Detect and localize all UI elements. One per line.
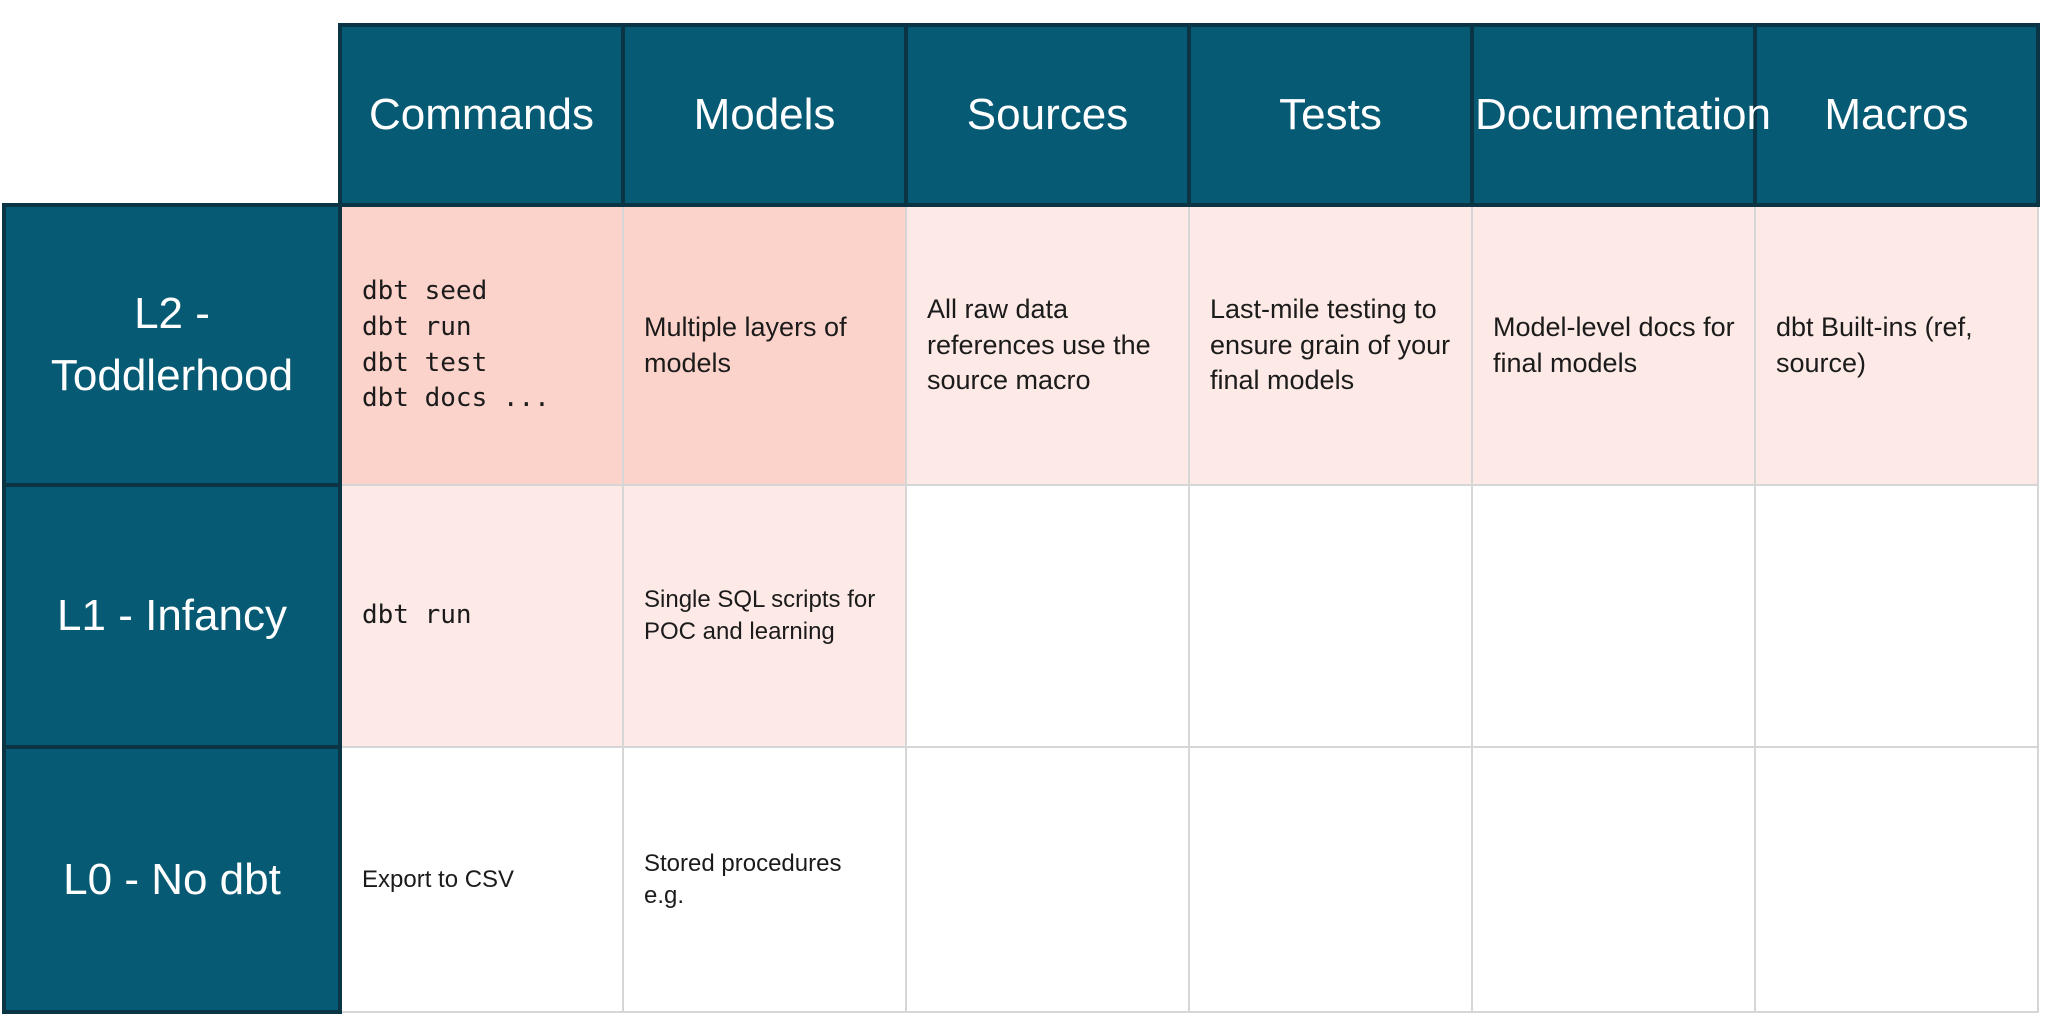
row-header-label: L0 - No dbt	[63, 854, 281, 904]
column-header-documentation: Documentation	[1470, 23, 1771, 207]
cell-text: Single SQL scripts for POC and learning	[644, 586, 876, 645]
row-header-l0: L0 - No dbt	[2, 745, 342, 1014]
column-header-label: Tests	[1279, 90, 1382, 140]
cell-l2-sources: All raw data references use the source m…	[905, 204, 1190, 486]
cell-l0-macros	[1754, 746, 2039, 1013]
maturity-table: Commands Models Sources Tests Documentat…	[2, 23, 2040, 1014]
cell-l0-models: Stored procedures e.g.	[622, 746, 907, 1013]
cell-l2-commands: dbt seed dbt run dbt test dbt docs ...	[339, 204, 624, 486]
cell-l2-tests: Last-mile testing to ensure grain of you…	[1188, 204, 1473, 486]
cell-text: dbt run	[362, 600, 472, 631]
column-header-sources: Sources	[904, 23, 1191, 207]
cell-l0-documentation	[1471, 746, 1756, 1013]
row-header-l2: L2 - Toddlerhood	[2, 203, 342, 487]
cell-l0-commands: Export to CSV	[339, 746, 624, 1013]
cell-l0-tests	[1188, 746, 1473, 1013]
column-header-models: Models	[621, 23, 908, 207]
row-l1-infancy: L1 - Infancy dbt run Single SQL scripts …	[2, 483, 2039, 749]
cell-l1-documentation	[1471, 484, 1756, 748]
cell-l2-documentation: Model-level docs for final models	[1471, 204, 1756, 486]
cell-l2-macros: dbt Built-ins (ref, source)	[1754, 204, 2039, 486]
header-row: Commands Models Sources Tests Documentat…	[4, 23, 2040, 207]
column-header-commands: Commands	[338, 23, 625, 207]
cell-l0-sources	[905, 746, 1190, 1013]
corner-cell	[4, 25, 340, 205]
cell-text: Stored procedures e.g.	[644, 849, 842, 909]
cell-l1-models: Single SQL scripts for POC and learning	[622, 484, 907, 748]
cell-l1-commands: dbt run	[339, 484, 624, 748]
cell-l1-sources	[905, 484, 1190, 748]
column-header-macros: Macros	[1753, 23, 2040, 207]
row-l0-no-dbt: L0 - No dbt Export to CSV Stored procedu…	[2, 745, 2039, 1014]
cell-text: All raw data references use the source m…	[927, 294, 1151, 396]
cell-text: Multiple layers of models	[644, 311, 847, 378]
cell-l1-macros	[1754, 484, 2039, 748]
cell-text: Last-mile testing to ensure grain of you…	[1210, 294, 1451, 396]
row-header-label: L2 - Toddlerhood	[50, 289, 294, 400]
cell-l1-tests	[1188, 484, 1473, 748]
cell-text: dbt seed dbt run dbt test dbt docs ...	[362, 275, 550, 414]
row-l2-toddlerhood: L2 - Toddlerhood dbt seed dbt run dbt te…	[2, 203, 2039, 487]
row-header-label: L1 - Infancy	[57, 591, 287, 641]
column-header-label: Commands	[369, 90, 594, 140]
cell-text: Model-level docs for final models	[1493, 311, 1735, 378]
column-header-label: Documentation	[1475, 90, 1771, 140]
row-header-l1: L1 - Infancy	[2, 483, 342, 749]
cell-text: dbt Built-ins (ref, source)	[1776, 311, 1973, 378]
column-header-label: Sources	[966, 90, 1129, 140]
column-header-tests: Tests	[1187, 23, 1474, 207]
column-header-label: Macros	[1824, 90, 1969, 140]
cell-text: Export to CSV	[362, 865, 515, 893]
cell-l2-models: Multiple layers of models	[622, 204, 907, 486]
column-header-label: Models	[693, 90, 836, 140]
